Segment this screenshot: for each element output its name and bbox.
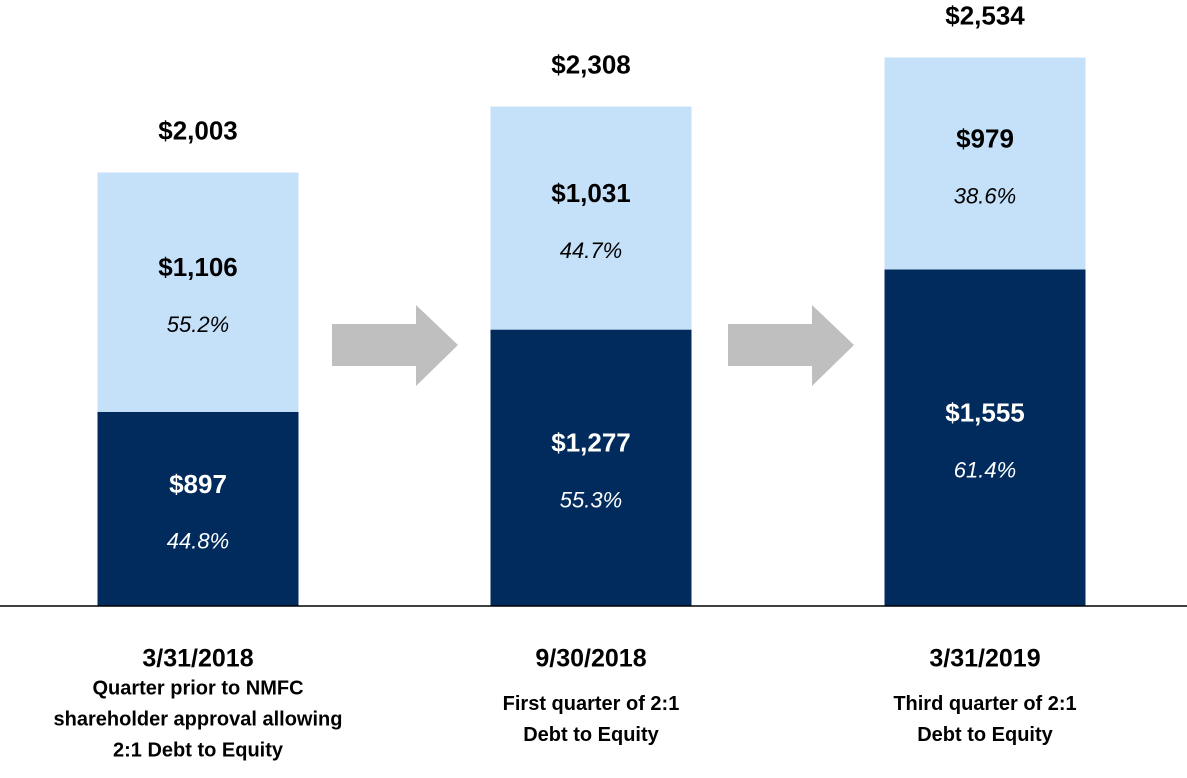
bar-segment [490, 106, 692, 330]
category-label: 3/31/2019 [929, 645, 1040, 673]
share-label: 38.6% [954, 183, 1016, 208]
share-label: 55.3% [560, 488, 622, 513]
category-description: 2:1 Debt to Equity [113, 739, 284, 761]
total-label: $2,003 [158, 115, 238, 145]
value-label: $1,106 [158, 252, 238, 282]
category-description: Third quarter of 2:1 [893, 693, 1076, 715]
arrow [728, 305, 854, 386]
category-label: 9/30/2018 [535, 645, 646, 673]
value-label: $1,555 [945, 398, 1025, 428]
category-description: Debt to Equity [523, 724, 659, 746]
total-label: $2,534 [945, 0, 1025, 30]
value-label: $1,031 [551, 178, 631, 208]
category-description: First quarter of 2:1 [503, 693, 680, 715]
value-label: $1,277 [551, 428, 631, 458]
bar-segment [884, 57, 1086, 270]
bar-segment [97, 172, 299, 412]
value-label: $979 [956, 123, 1014, 153]
share-label: 61.4% [954, 458, 1016, 483]
category-description: Quarter prior to NMFC [92, 677, 303, 699]
share-label: 55.2% [167, 312, 229, 337]
bar-segment [884, 269, 1086, 606]
category-label: 3/31/2018 [142, 645, 253, 673]
category-description: shareholder approval allowing [54, 708, 343, 730]
bar-segment [490, 329, 692, 606]
bar-segment [97, 411, 299, 606]
category-description: Debt to Equity [917, 724, 1053, 746]
arrow [332, 305, 458, 386]
share-label: 44.8% [167, 529, 229, 554]
share-label: 44.7% [560, 238, 622, 263]
total-label: $2,308 [551, 49, 631, 79]
value-label: $897 [169, 469, 227, 499]
